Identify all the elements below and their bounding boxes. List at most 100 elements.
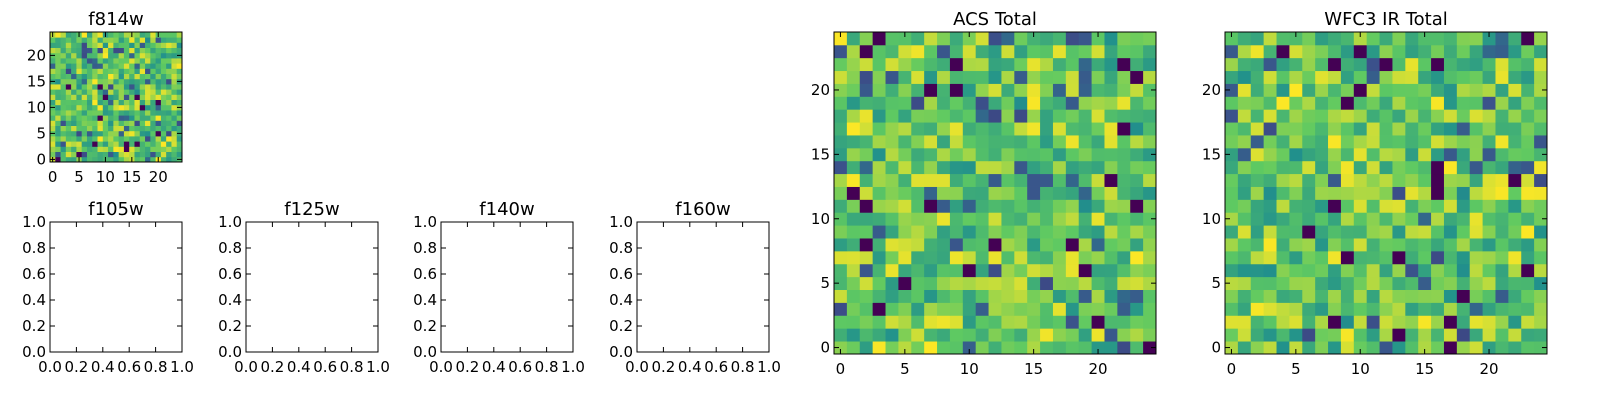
- heatmap-cell: [60, 110, 67, 116]
- heatmap-cell: [1078, 147, 1092, 162]
- heatmap-cell: [911, 250, 925, 265]
- heatmap-cell: [160, 156, 167, 163]
- heatmap-cell: [1130, 135, 1144, 149]
- heatmap-cell: [1431, 289, 1445, 303]
- heatmap-cell: [1130, 289, 1144, 303]
- y-tick-label: 20: [811, 81, 830, 99]
- heatmap-cell: [76, 141, 83, 147]
- heatmap-cell: [123, 115, 130, 121]
- heatmap-cell: [898, 225, 912, 239]
- heatmap-cell: [911, 83, 925, 97]
- heatmap-cell: [834, 122, 848, 136]
- heatmap-cell: [1405, 225, 1419, 239]
- heatmap-cell: [937, 160, 951, 175]
- heatmap-cell: [911, 263, 925, 278]
- heatmap-cell: [150, 136, 156, 142]
- heatmap-cell: [1104, 70, 1118, 84]
- heatmap-cell: [145, 94, 151, 100]
- heatmap-cell: [1508, 32, 1522, 46]
- heatmap-cell: [108, 115, 114, 121]
- heatmap-cell: [81, 110, 88, 116]
- heatmap-cell: [1534, 315, 1548, 329]
- heatmap-cell: [155, 68, 162, 74]
- heatmap-cell: [166, 146, 172, 152]
- heatmap-cell: [1263, 96, 1277, 110]
- heatmap-cell: [145, 136, 151, 142]
- heatmap-cell: [155, 125, 162, 132]
- heatmap-cell: [911, 70, 925, 84]
- heatmap-cell: [1340, 147, 1355, 162]
- heatmap-cell: [118, 156, 125, 163]
- heatmap-cell: [102, 63, 109, 69]
- heatmap-cell: [176, 63, 183, 69]
- heatmap-cell: [1456, 263, 1471, 278]
- heatmap-cell: [55, 42, 61, 48]
- heatmap-cell: [1117, 315, 1131, 329]
- heatmap-cell: [118, 68, 125, 74]
- heatmap-cell: [1456, 122, 1471, 136]
- heatmap-cell: [1263, 225, 1277, 239]
- y-tick-label: 0.0: [218, 343, 242, 361]
- heatmap-cell: [1302, 315, 1316, 329]
- heatmap-cell: [1418, 225, 1432, 239]
- heatmap-cell: [1366, 199, 1380, 213]
- heatmap-cell: [97, 141, 104, 147]
- heatmap-cell: [1508, 341, 1522, 355]
- heatmap-cell: [1130, 44, 1144, 59]
- heatmap-cell: [1276, 96, 1290, 110]
- heatmap-cell: [1237, 32, 1252, 46]
- chart-title-wfc3-ir-total: WFC3 IR Total: [1324, 9, 1447, 30]
- heatmap-cell: [129, 37, 135, 43]
- heatmap-cell: [924, 44, 938, 59]
- heatmap-cell: [1482, 160, 1496, 175]
- heatmap-cell: [171, 73, 178, 80]
- heatmap-cell: [1040, 32, 1054, 46]
- heatmap-cell: [92, 42, 98, 48]
- heatmap-cell: [92, 94, 98, 100]
- heatmap-cell: [134, 151, 141, 158]
- heatmap-cell: [97, 130, 104, 137]
- heatmap-cell: [911, 109, 925, 123]
- heatmap-cell: [1315, 302, 1329, 316]
- heatmap-cell: [1276, 70, 1290, 84]
- heatmap-cell: [885, 263, 899, 278]
- heatmap-cell: [118, 136, 125, 142]
- heatmap-cell: [55, 156, 61, 163]
- heatmap-cell: [1143, 96, 1157, 110]
- heatmap-cell: [1014, 135, 1028, 149]
- heatmap-cell: [171, 151, 178, 158]
- heatmap-cell: [949, 199, 964, 213]
- heatmap-cell: [1379, 302, 1393, 316]
- heatmap-cell: [108, 68, 114, 74]
- heatmap-cell: [1392, 83, 1406, 97]
- heatmap-cell: [81, 94, 88, 100]
- x-tick-label: 1.0: [170, 358, 194, 376]
- heatmap-cell: [1328, 225, 1342, 239]
- heatmap-cell: [176, 89, 183, 95]
- heatmap-cell: [1302, 70, 1316, 84]
- heatmap-cell: [872, 44, 886, 59]
- heatmap-cell: [102, 136, 109, 142]
- heatmap-cell: [1091, 289, 1105, 303]
- heatmap-cell: [160, 42, 167, 48]
- heatmap-cell: [81, 89, 88, 95]
- heatmap-cell: [81, 73, 88, 80]
- heatmap-cell: [1431, 250, 1445, 265]
- heatmap-cell: [898, 135, 912, 149]
- heatmap-cell: [1469, 109, 1483, 123]
- heatmap-cell: [155, 99, 162, 106]
- heatmap-cell: [885, 32, 899, 46]
- heatmap-cell: [171, 110, 178, 116]
- heatmap-cell: [859, 302, 874, 316]
- heatmap-cell: [1443, 32, 1458, 46]
- heatmap-cell: [160, 73, 167, 80]
- heatmap-cell: [71, 94, 77, 100]
- heatmap-cell: [1379, 70, 1393, 84]
- heatmap-cell: [1001, 160, 1015, 175]
- heatmap-cell: [937, 238, 951, 252]
- heatmap-cell: [1001, 212, 1015, 226]
- heatmap-cell: [71, 78, 77, 85]
- heatmap-cell: [872, 238, 886, 252]
- heatmap-cell: [1001, 341, 1015, 355]
- heatmap-cell: [129, 42, 135, 48]
